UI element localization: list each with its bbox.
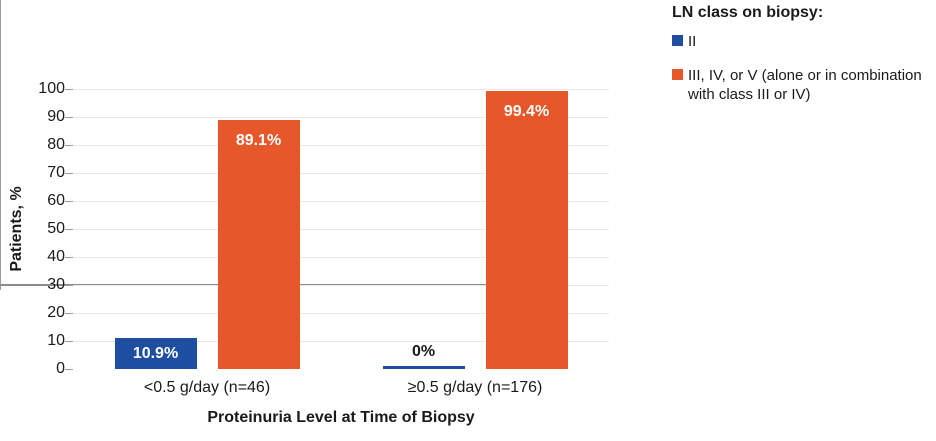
legend-title: LN class on biopsy: [672, 4, 824, 21]
y-tick-label: 100 [38, 80, 65, 97]
x-axis-origin-tick [0, 286, 1, 290]
y-tick-label: 80 [47, 136, 65, 153]
y-tick-label: 50 [47, 220, 65, 237]
legend-item-label-class-ii: II [688, 33, 697, 50]
y-axis-tick [65, 172, 73, 174]
gridline [73, 200, 609, 202]
gridline [73, 172, 609, 174]
y-axis-tick [65, 368, 73, 370]
legend: LN class on biopsy: II III, IV, or V (al… [672, 3, 928, 104]
y-axis-tick [65, 312, 73, 314]
y-axis-tick [65, 200, 73, 202]
y-axis-tick [65, 116, 73, 118]
bar-value-label: 10.9% [132, 345, 179, 363]
y-axis-tick [65, 228, 73, 230]
y-axis-tick [65, 256, 73, 258]
bar-series-0-cat-1 [382, 366, 465, 369]
gridline [73, 284, 609, 286]
y-tick-label: 90 [47, 108, 65, 125]
x-axis-title: Proteinuria Level at Time of Biopsy [207, 409, 475, 426]
y-tick-label: 70 [47, 164, 65, 181]
gridline [73, 312, 609, 314]
gridline [73, 88, 609, 90]
x-category-label: ≥0.5 g/day (n=176) [407, 379, 543, 396]
bar-series-0-cat-0 [114, 338, 197, 369]
legend-item-label-class-iii-iv-v: III, IV, or V (alone or in combination w… [688, 67, 922, 103]
y-tick-label: 30 [47, 276, 65, 293]
gridline [73, 144, 609, 146]
legend-swatch-class-iii-iv-v-icon [672, 69, 683, 80]
y-tick-label: 40 [47, 248, 65, 265]
gridline [73, 116, 609, 118]
bar-value-label: 0% [411, 343, 436, 361]
y-axis-tick [65, 284, 73, 286]
legend-swatch-class-ii-icon [672, 35, 683, 46]
gridline [73, 340, 609, 342]
y-axis-tick [65, 340, 73, 342]
y-tick-label: 20 [47, 304, 65, 321]
y-axis-tick [65, 144, 73, 146]
bar-series-1-cat-0 [217, 119, 300, 369]
bar-series-1-cat-1 [485, 90, 568, 369]
x-category-label: <0.5 g/day (n=46) [143, 379, 271, 396]
y-axis-line [0, 0, 1, 284]
y-axis-tick [65, 88, 73, 90]
legend-item-class-ii: II [672, 32, 928, 51]
legend-item-class-iii-iv-v: III, IV, or V (alone or in combination w… [672, 66, 928, 104]
bar-value-label: 99.4% [503, 102, 550, 120]
y-tick-label: 10 [47, 332, 65, 349]
bar-value-label: 89.1% [235, 131, 282, 149]
gridline [73, 256, 609, 258]
y-tick-label: 0 [56, 360, 65, 377]
gridline [73, 228, 609, 230]
y-tick-label: 60 [47, 192, 65, 209]
